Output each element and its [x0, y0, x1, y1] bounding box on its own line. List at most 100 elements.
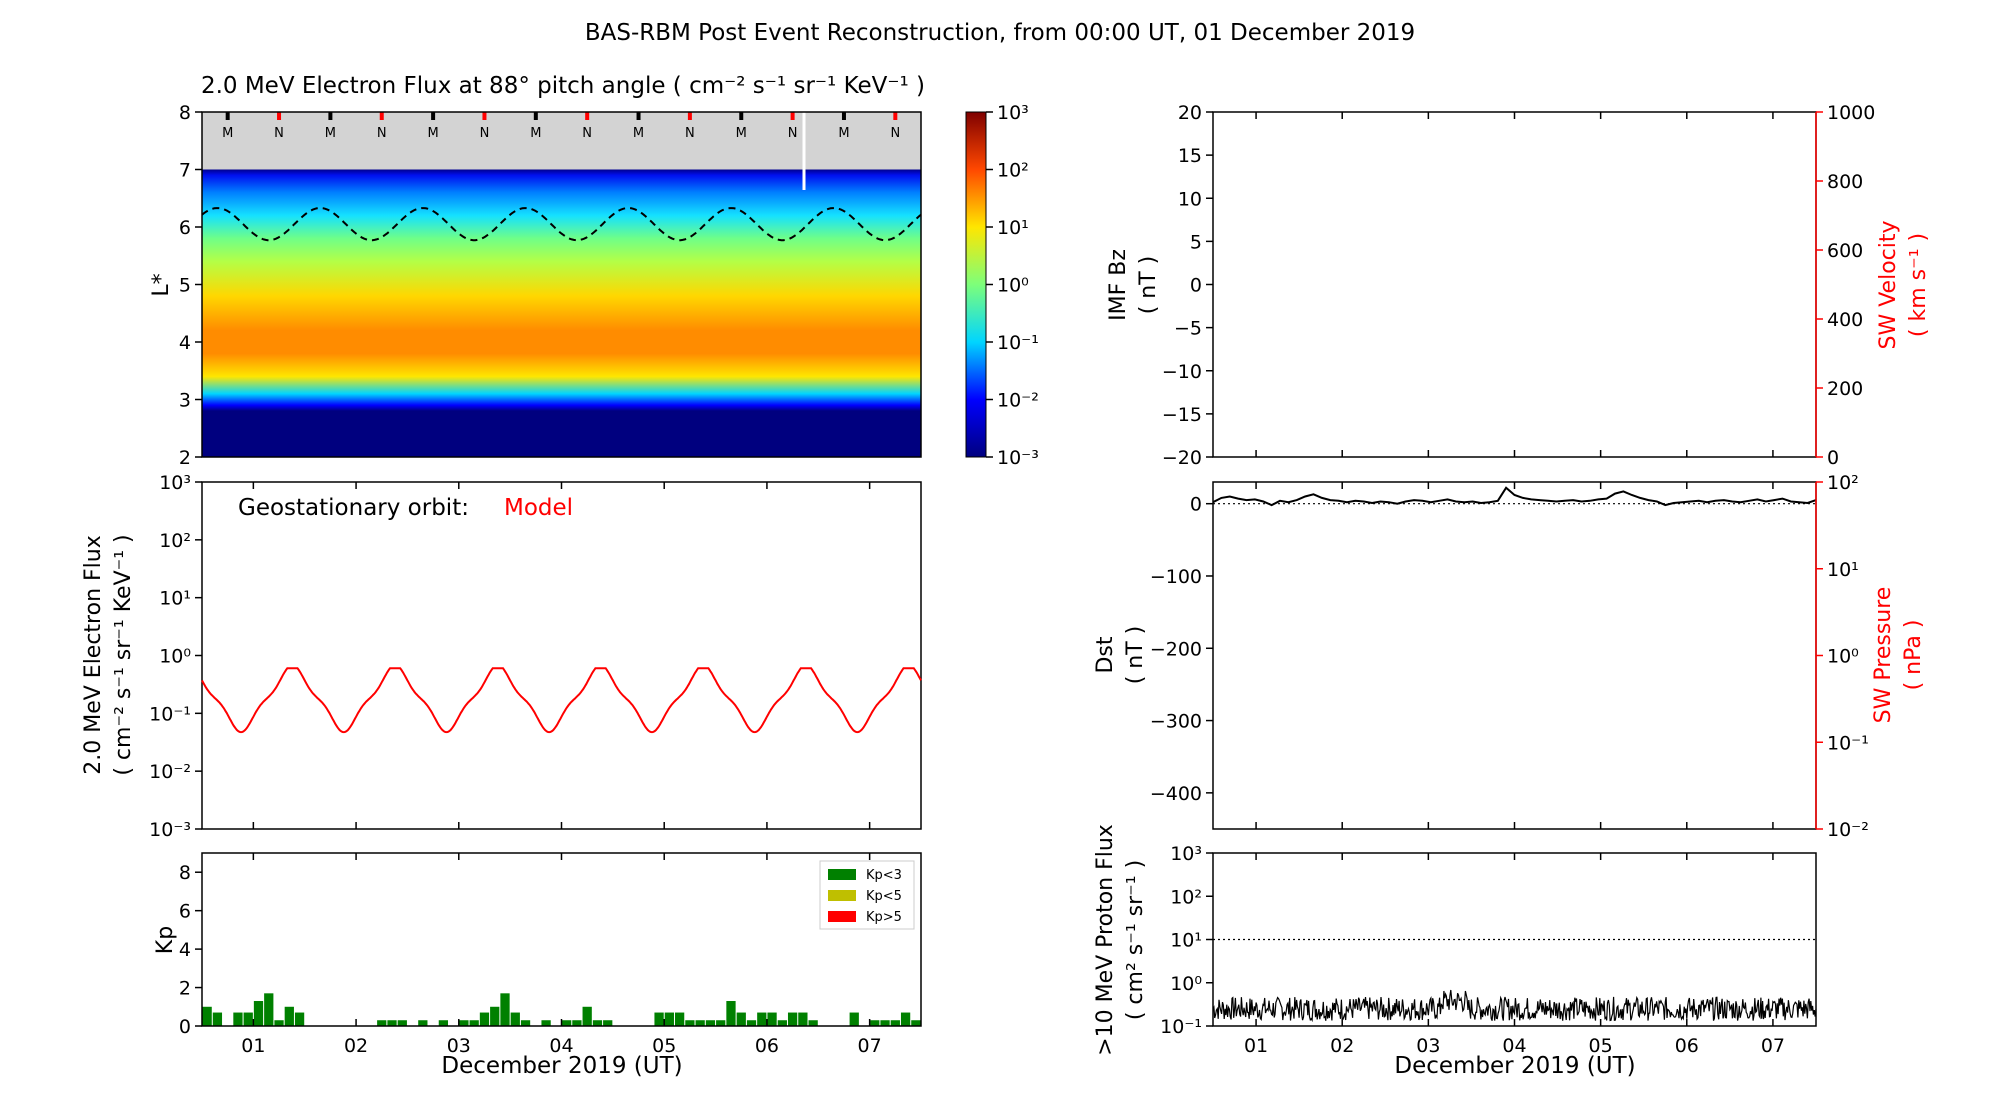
lstar-flux-title: 2.0 MeV Electron Flux at 88° pitch angle…	[201, 73, 925, 99]
kp-bar	[736, 1012, 746, 1026]
kp-bar	[592, 1020, 603, 1026]
sw-velocity-label-line1: SW Velocity	[1876, 220, 1901, 349]
marker-label: N	[582, 126, 592, 141]
kp-legend-label: Kp<5	[866, 889, 902, 904]
kp-bar	[777, 1020, 787, 1026]
marker-label: N	[890, 126, 900, 141]
imf-y-tick-label: −20	[1162, 447, 1202, 469]
marker-label: M	[633, 126, 644, 141]
kp-bar	[890, 1020, 900, 1026]
heatmap-y-tick-label: 6	[179, 217, 191, 239]
marker-label: M	[530, 126, 541, 141]
proton-panel: 10⁻¹ 10⁰ 10¹ 10² 10³ 01 02 03 04 05 06 07 >10 MeV …	[1093, 824, 1817, 1079]
geo-flux-y-tick-label: 10⁻²	[149, 761, 191, 783]
colorbar-tick-label: 10⁻²	[997, 390, 1039, 412]
kp-bar	[233, 1012, 243, 1026]
kp-bar	[726, 1001, 736, 1026]
kp-y-tick-label: 6	[179, 901, 191, 923]
kp-bar	[911, 1020, 921, 1026]
kp-legend-label: Kp>5	[866, 910, 902, 925]
colorbar-gradient	[965, 111, 987, 458]
sw-velocity-y-tick-label: 200	[1827, 378, 1863, 400]
kp-bar	[705, 1020, 716, 1026]
geo-flux-y-tick-label: 10⁻³	[149, 819, 191, 841]
kp-bar	[274, 1020, 284, 1026]
dst-frame	[1212, 481, 1817, 830]
kp-x-tick-label: 05	[652, 1035, 676, 1057]
kp-bar	[438, 1020, 449, 1026]
kp-y-tick-label: 4	[179, 939, 191, 961]
kp-bar	[808, 1020, 818, 1026]
imf-y-tick-label: 5	[1190, 231, 1202, 253]
kp-bar	[562, 1020, 572, 1026]
kp-bar	[900, 1012, 911, 1026]
proton-x-tick-label: 05	[1589, 1035, 1613, 1057]
sw-velocity-y-tick-label: 1000	[1827, 102, 1875, 124]
geo-flux-series-line	[201, 667, 922, 734]
sw-pressure-y-tick-label: 10⁻¹	[1827, 732, 1869, 754]
kp-bar	[582, 1006, 592, 1026]
proton-x-axis-label: December 2019 (UT)	[1394, 1053, 1635, 1079]
dst-y-tick-label: −300	[1150, 711, 1202, 733]
kp-bar	[202, 1006, 212, 1026]
proton-y-axis: 10⁻¹ 10⁰ 10¹ 10² 10³	[1160, 843, 1213, 1038]
sw-velocity-y-tick-label: 400	[1827, 309, 1863, 331]
geo-orbit-model-label: Model	[504, 495, 573, 521]
proton-series-line	[1212, 989, 1817, 1023]
kp-y-axis: 0 2 4 6 8	[179, 862, 202, 1038]
kp-bar	[880, 1020, 890, 1026]
heatmap-flux-field	[202, 169, 921, 457]
kp-bar	[469, 1020, 479, 1026]
imf-y-tick-label: 0	[1190, 275, 1202, 297]
kp-y-tick-label: 2	[179, 978, 191, 1000]
kp-bar	[459, 1020, 469, 1026]
kp-bar	[377, 1020, 387, 1026]
page-title: BAS-RBM Post Event Reconstruction, from …	[585, 20, 1415, 46]
marker-label: M	[427, 126, 438, 141]
sw-pressure-label-line2: ( nPa )	[1901, 620, 1926, 691]
heatmap-y-label: L*	[149, 273, 174, 296]
heatmap-outside-coverage	[202, 112, 921, 170]
kp-bar	[243, 1012, 253, 1026]
marker-label: N	[377, 126, 387, 141]
kp-bar	[500, 993, 510, 1026]
sw-pressure-y-tick-label: 10⁰	[1827, 646, 1859, 668]
kp-bar	[685, 1020, 695, 1026]
marker-label: M	[222, 126, 233, 141]
marker-label: M	[325, 126, 336, 141]
sw-velocity-y-tick-label: 800	[1827, 171, 1863, 193]
kp-y-label: Kp	[153, 926, 178, 954]
heatmap-colorbar: 10⁻³ 10⁻² 10⁻¹ 10⁰ 10¹ 10² 10³	[965, 102, 1039, 469]
heatmap-y-tick-label: 8	[179, 102, 191, 124]
sw-velocity-y-tick-label: 0	[1827, 447, 1839, 469]
proton-x-axis: 01 02 03 04 05 06 07	[1244, 853, 1785, 1057]
kp-bar	[746, 1020, 757, 1026]
imf-y-tick-label: 10	[1178, 188, 1202, 210]
kp-bar	[510, 1012, 520, 1026]
sw-pressure-label-line1: SW Pressure	[1871, 587, 1896, 724]
heatmap-y-tick-label: 3	[179, 390, 191, 412]
colorbar-tick-label: 10¹	[997, 217, 1029, 239]
proton-x-tick-label: 06	[1675, 1035, 1699, 1057]
proton-y-tick-label: 10⁻¹	[1160, 1016, 1202, 1038]
dst-y-label-line2: ( nT )	[1123, 626, 1148, 685]
kp-legend-swatch	[828, 911, 856, 922]
dst-y-tick-label: −100	[1150, 566, 1202, 588]
heatmap-y-axis: 2 3 4 5 6 7 8	[179, 102, 202, 469]
dst-y-axis: −400 −300 −200 −100 0	[1150, 494, 1213, 805]
kp-frame	[201, 852, 922, 1027]
heatmap-y-tick-label: 4	[179, 332, 191, 354]
marker-label: N	[685, 126, 695, 141]
geo-orbit-lstar-line	[201, 207, 922, 242]
imf-y-tick-label: −10	[1162, 361, 1202, 383]
geo-flux-y-label-line1: 2.0 MeV Electron Flux	[81, 535, 106, 775]
heatmap-y-tick-label: 5	[179, 275, 191, 297]
proton-y-tick-label: 10²	[1170, 886, 1202, 908]
geo-flux-panel: Geostationary orbit: Model 10⁻³10⁻²10⁻¹1…	[81, 472, 922, 841]
sw-velocity-label-line2: ( km s⁻¹ )	[1906, 233, 1931, 337]
kp-bar	[284, 1006, 294, 1026]
kp-bar	[664, 1012, 674, 1026]
